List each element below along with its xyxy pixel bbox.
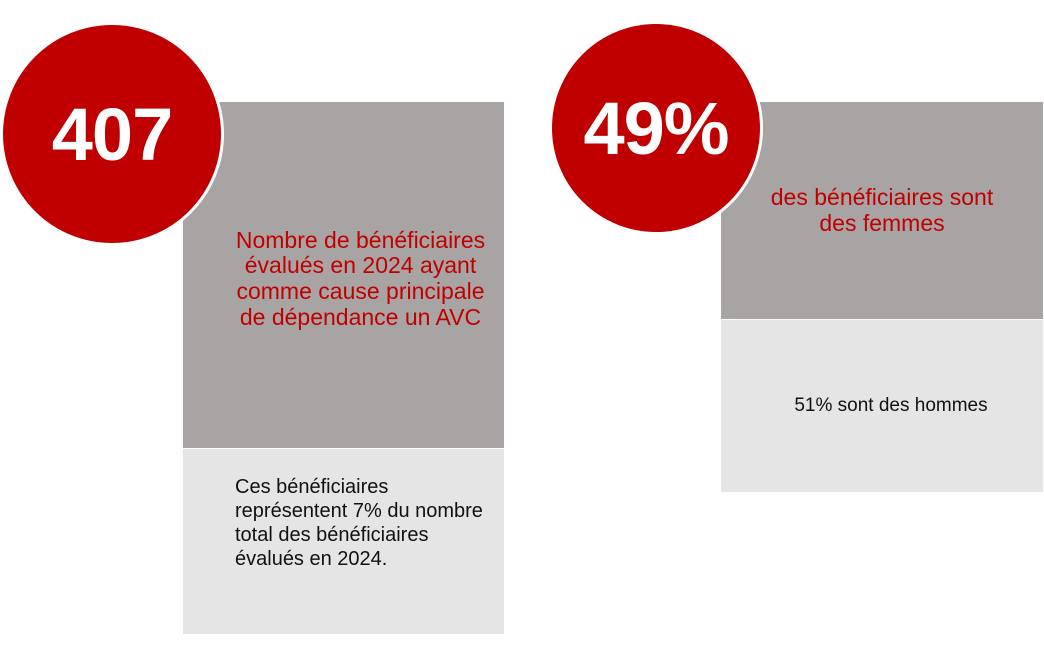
men-share-panel: 51% sont des hommes: [721, 320, 1043, 492]
avc-headline-panel: Nombre de bénéficiaires évalués en 2024 …: [183, 102, 504, 448]
women-percent-badge: 49%: [549, 21, 763, 235]
men-share-text: 51% sont des hommes: [794, 394, 988, 416]
avc-detail-text: Ces bénéficiaires représentent 7% du nom…: [235, 476, 483, 570]
women-share-panel: des bénéficiaires sont des femmes: [721, 102, 1043, 319]
avc-count-value: 407: [51, 92, 173, 176]
avc-detail-panel: Ces bénéficiaires représentent 7% du nom…: [183, 449, 504, 634]
avc-count-badge: 407: [0, 22, 224, 246]
women-share-text: des bénéficiaires sont des femmes: [770, 183, 994, 236]
women-percent-value: 49%: [583, 86, 729, 170]
avc-headline-text: Nombre de bénéficiaires évalués en 2024 …: [235, 226, 486, 330]
